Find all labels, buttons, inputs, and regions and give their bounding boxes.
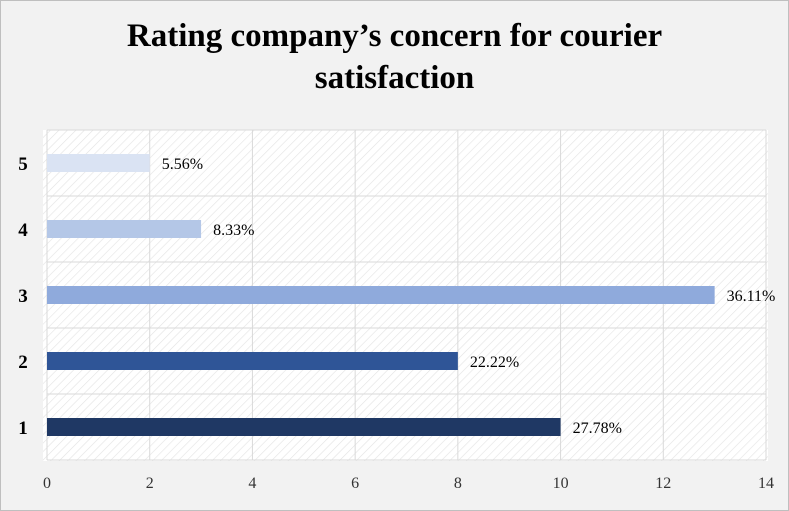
bar-4 xyxy=(47,220,202,238)
x-tick-label: 6 xyxy=(351,475,359,492)
category-label-2: 2 xyxy=(18,352,28,373)
data-label-4: 8.33% xyxy=(213,222,254,239)
bar-5 xyxy=(47,154,150,172)
bars xyxy=(47,154,715,436)
data-label-3: 36.11% xyxy=(727,288,776,305)
x-tick-label: 8 xyxy=(454,475,462,492)
chart-title-line-2: satisfaction xyxy=(314,60,475,96)
x-tick-label: 4 xyxy=(248,475,256,492)
category-axis: 1 2 3 4 5 xyxy=(18,154,28,439)
x-tick-label: 0 xyxy=(43,475,51,492)
data-label-1: 27.78% xyxy=(573,420,622,437)
x-tick-label: 12 xyxy=(655,475,671,492)
category-label-5: 5 xyxy=(18,154,28,175)
category-label-3: 3 xyxy=(18,286,28,307)
data-labels: 27.78% 22.22% 36.11% 8.33% 5.56% xyxy=(162,156,776,437)
chart-title: Rating company’s concern for courier sat… xyxy=(1,15,788,99)
category-label-4: 4 xyxy=(18,220,28,241)
bar-2 xyxy=(47,352,458,370)
x-tick-label: 2 xyxy=(146,475,154,492)
value-axis: 0 2 4 6 8 10 12 14 xyxy=(43,475,774,492)
chart-title-line-1: Rating company’s concern for courier xyxy=(126,18,663,54)
data-label-5: 5.56% xyxy=(162,156,203,173)
bar-1 xyxy=(47,418,561,436)
bar-3 xyxy=(47,286,715,304)
x-tick-label: 14 xyxy=(758,475,774,492)
category-label-1: 1 xyxy=(18,418,28,439)
data-label-2: 22.22% xyxy=(470,354,519,371)
x-tick-label: 10 xyxy=(553,475,569,492)
